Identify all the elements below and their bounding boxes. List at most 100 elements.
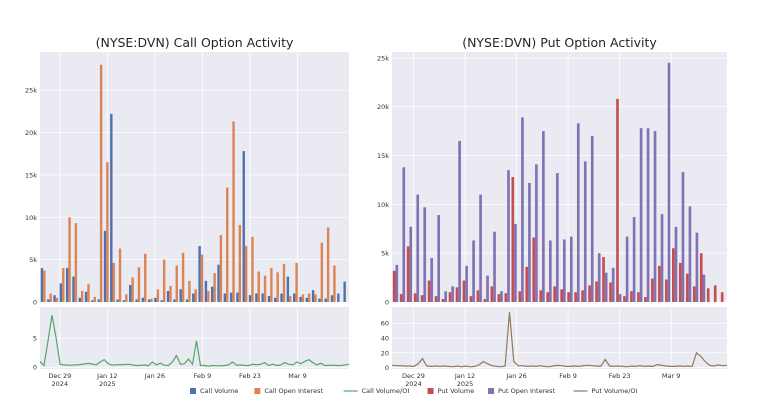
call-volume-bar: [204, 280, 208, 302]
put-volume-bar: [434, 296, 438, 302]
call-volume-bar: [40, 268, 44, 302]
put-oi-bar: [681, 172, 685, 302]
x-tick-label: Dec 29: [48, 372, 71, 380]
call-oi-bar: [181, 252, 185, 302]
put-oi-bar: [514, 223, 517, 302]
call-oi-bar: [194, 289, 197, 302]
y-tick-label: 15k: [377, 152, 389, 160]
put-volume-bar: [630, 291, 633, 302]
put-oi-bar: [688, 206, 692, 302]
call-oi-bar: [43, 270, 46, 302]
put-oi-bar: [472, 240, 475, 302]
y-tick-label: 10k: [377, 201, 389, 209]
put-oi-bar: [528, 182, 531, 302]
put-volume-bar: [637, 292, 640, 302]
put-volume-bar: [518, 291, 522, 302]
put-oi-bar: [521, 117, 524, 302]
call-volume-bar: [343, 281, 346, 302]
ratio-y-tick-label: 0: [33, 364, 37, 372]
put-volume-bar: [706, 288, 710, 302]
put-volume-bar: [413, 293, 417, 302]
x-tick-label: Feb 9: [194, 372, 212, 380]
put-oi-bar: [660, 214, 664, 302]
legend-item: Call Volume/OI: [343, 387, 409, 395]
put-oi-bar: [542, 131, 545, 302]
call-oi-bar: [200, 254, 204, 302]
put-volume-bar: [511, 177, 515, 302]
ratio-y-tick-label: 60: [381, 320, 389, 328]
call-oi-bar: [320, 242, 324, 302]
put-oi-bar: [653, 131, 657, 302]
put-oi-bar: [444, 291, 447, 302]
legend-item: Put Volume: [427, 387, 474, 395]
x-tick-label: 2025: [457, 380, 474, 388]
call-volume-bar: [274, 297, 277, 302]
legend-label: Call Volume: [200, 387, 238, 395]
call-oi-bar: [276, 272, 279, 302]
put-oi-bar: [632, 217, 636, 302]
put-volume-bar: [699, 253, 703, 302]
call-volume-bar: [305, 297, 309, 302]
call-volume-bar: [122, 300, 126, 302]
put-oi-bar: [416, 194, 420, 302]
call-volume-bar: [185, 299, 189, 302]
y-tick-label: 5k: [29, 256, 37, 264]
put-volume-bar: [532, 237, 536, 302]
call-oi-bar: [112, 263, 115, 302]
put-volume-bar: [392, 270, 396, 302]
put-volume-bar: [609, 282, 612, 302]
call-volume-bar: [198, 246, 201, 302]
call-volume-bar: [47, 299, 50, 302]
put-volume-bar: [567, 292, 570, 302]
call-volume-bar: [223, 293, 227, 302]
put-oi-bar: [430, 258, 434, 302]
x-tick-label: Jan 12: [454, 372, 475, 380]
call-volume-bar: [116, 299, 119, 302]
put-oi-bar: [618, 294, 622, 302]
put-oi-bar: [451, 286, 454, 302]
call-volume-bar: [229, 292, 233, 302]
x-tick-label: 2025: [99, 380, 116, 388]
put-oi-bar: [583, 161, 587, 302]
call-oi-bar: [314, 294, 317, 302]
call-volume-bar: [141, 297, 145, 302]
call-volume-bar: [192, 293, 195, 302]
call-volume-bar: [160, 300, 163, 302]
call-volume-bar: [147, 299, 151, 302]
call-volume-bar: [236, 292, 239, 302]
y-tick-label: 25k: [377, 54, 389, 62]
put-volume-bar: [441, 299, 445, 302]
call-volume-bar: [103, 230, 107, 302]
call-oi-bar: [207, 290, 210, 302]
put-volume-bar: [476, 290, 480, 302]
put-volume-bar: [720, 292, 724, 302]
x-tick-label: Jan 26: [505, 372, 526, 380]
put-oi-bar: [535, 164, 538, 302]
x-tick-label: Jan 12: [96, 372, 117, 380]
call-volume-bar: [97, 299, 100, 302]
call-volume-bar: [72, 276, 75, 302]
legend-item: Put Volume/OI: [573, 387, 638, 395]
call-oi-bar: [226, 187, 229, 302]
put-oi-bar: [437, 215, 441, 302]
put-volume-bar: [462, 280, 466, 302]
legend-swatch: [190, 388, 196, 394]
put-volume-bar: [665, 279, 668, 302]
put-oi-bar: [576, 123, 580, 302]
call-volume-bar: [129, 285, 132, 302]
put-volume-bar: [525, 266, 529, 302]
put-volume-bar: [455, 287, 459, 302]
legend-item: Call Open Interest: [254, 387, 323, 395]
put-oi-bar: [611, 267, 615, 302]
call-oi-bar: [169, 285, 172, 302]
put-volume-bar: [497, 294, 501, 302]
put-volume-bar: [427, 280, 431, 302]
put-volume-bar: [448, 292, 452, 302]
call-oi-bar: [232, 121, 235, 303]
put-volume-bar: [581, 290, 584, 302]
put-oi-bar: [562, 239, 566, 302]
y-tick-label: 5k: [381, 250, 389, 258]
put-oi-bar: [507, 170, 510, 302]
y-tick-label: 20k: [25, 129, 37, 137]
